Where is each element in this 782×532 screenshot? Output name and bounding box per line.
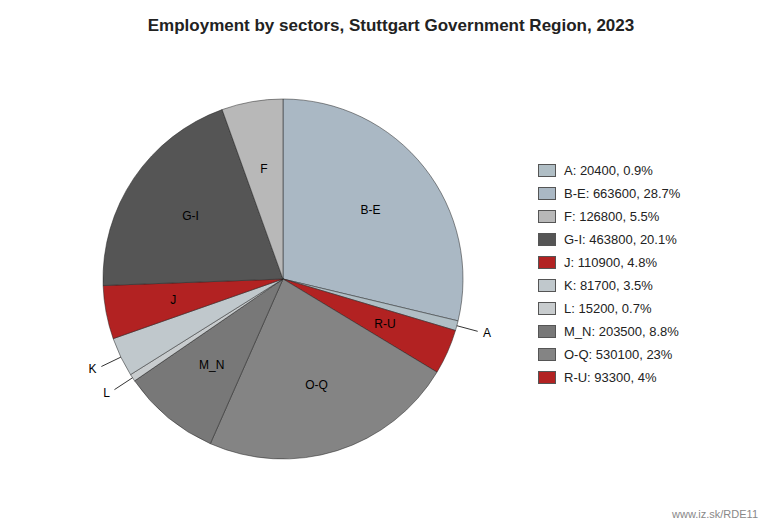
- svg-text:B-E: B-E: [361, 203, 381, 217]
- svg-text:J: J: [170, 293, 176, 307]
- html-text:O-Q: 530100, 23%: O-Q: 530100, 23%: [564, 347, 673, 362]
- html-text:B-E: 663600, 28.7%: B-E: 663600, 28.7%: [564, 186, 681, 201]
- html-text:Employment by sectors, Stuttga: Employment by sectors, Stuttgart Governm…: [147, 16, 635, 35]
- html-text:F: 126800, 5.5%: F: 126800, 5.5%: [564, 209, 660, 224]
- svg-text:L: L: [103, 386, 110, 400]
- svg-text:R-U: R-U: [374, 317, 395, 331]
- html-text:J: 110900, 4.8%: J: 110900, 4.8%: [564, 255, 657, 270]
- html-text:G-I: 463800, 20.1%: G-I: 463800, 20.1%: [564, 232, 677, 247]
- html-text:K: 81700, 3.5%: K: 81700, 3.5%: [564, 278, 653, 293]
- svg-text:K: K: [89, 362, 97, 376]
- html-text:www.iz.sk/RDE11: www.iz.sk/RDE11: [672, 508, 758, 520]
- html-text:R-U: 93300, 4%: R-U: 93300, 4%: [564, 370, 657, 385]
- html-text:M_N: 203500, 8.8%: M_N: 203500, 8.8%: [564, 324, 679, 339]
- html-text:L: 15200, 0.7%: L: 15200, 0.7%: [564, 301, 652, 316]
- svg-text:G-I: G-I: [182, 209, 199, 223]
- svg-text:F: F: [260, 162, 267, 176]
- html-text:A: 20400, 0.9%: A: 20400, 0.9%: [564, 163, 653, 178]
- svg-text:O-Q: O-Q: [305, 378, 328, 392]
- svg-text:A: A: [483, 326, 491, 340]
- svg-text:M_N: M_N: [199, 358, 224, 372]
